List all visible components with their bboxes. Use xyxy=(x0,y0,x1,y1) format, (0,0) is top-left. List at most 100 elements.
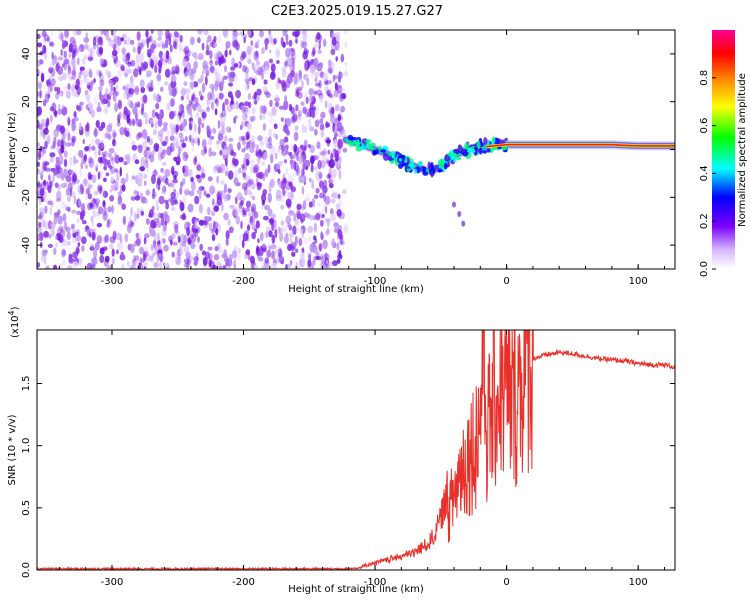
noise-speckle xyxy=(224,50,228,58)
noise-speckle xyxy=(252,166,259,174)
noise-speckle xyxy=(263,90,270,95)
noise-speckle xyxy=(153,142,160,152)
noise-speckle xyxy=(79,79,83,86)
noise-speckle xyxy=(207,35,212,43)
noise-speckle xyxy=(281,225,288,233)
noise-speckle xyxy=(126,260,130,268)
noise-speckle xyxy=(309,126,315,132)
noise-speckle xyxy=(108,40,112,47)
noise-speckle xyxy=(136,101,141,108)
noise-speckle xyxy=(322,239,328,250)
noise-speckle xyxy=(207,176,213,182)
noise-speckle xyxy=(334,44,337,52)
noise-speckle xyxy=(177,114,180,124)
noise-speckle xyxy=(170,191,176,199)
noise-speckle xyxy=(76,85,81,96)
noise-speckle xyxy=(58,30,62,41)
noise-speckle xyxy=(154,65,158,74)
colorbar-tick-label: 0.0 xyxy=(699,261,710,277)
noise-speckle xyxy=(271,106,277,116)
noise-speckle xyxy=(79,122,82,131)
noise-speckle xyxy=(125,56,128,65)
noise-speckle xyxy=(162,161,167,166)
noise-speckle xyxy=(111,30,117,35)
ridge-blob xyxy=(365,139,372,144)
noise-speckle xyxy=(187,238,192,245)
noise-speckle xyxy=(114,151,117,158)
noise-speckle xyxy=(231,157,236,165)
noise-speckle xyxy=(157,130,164,137)
noise-speckle xyxy=(284,136,289,143)
noise-speckle xyxy=(62,85,69,94)
noise-speckle xyxy=(158,68,162,74)
noise-speckle xyxy=(38,221,42,229)
noise-speckle xyxy=(148,87,154,92)
noise-speckle xyxy=(134,159,140,165)
noise-speckle xyxy=(143,149,148,158)
noise-speckle xyxy=(63,58,69,65)
noise-speckle xyxy=(76,217,80,224)
noise-speckle xyxy=(88,156,93,164)
noise-speckle xyxy=(320,130,325,138)
noise-speckle xyxy=(195,111,199,119)
noise-speckle xyxy=(251,78,256,86)
noise-speckle xyxy=(217,119,221,129)
noise-speckle xyxy=(150,79,154,86)
ridge-blob xyxy=(380,149,387,153)
noise-speckle xyxy=(251,203,257,213)
noise-speckle xyxy=(280,220,285,226)
noise-speckle xyxy=(99,90,102,101)
noise-speckle xyxy=(157,151,163,161)
ridge-blob xyxy=(476,140,481,149)
noise-speckle xyxy=(164,177,169,185)
noise-speckle xyxy=(218,34,222,44)
noise-speckle xyxy=(148,208,154,218)
noise-speckle xyxy=(206,125,210,132)
noise-speckle xyxy=(340,53,345,63)
noise-speckle xyxy=(203,215,210,221)
noise-speckle xyxy=(182,195,187,204)
noise-speckle xyxy=(322,204,328,215)
noise-speckle xyxy=(131,144,138,151)
noise-speckle xyxy=(104,132,110,139)
noise-speckle xyxy=(177,235,181,244)
noise-speckle xyxy=(256,154,261,165)
noise-speckle xyxy=(270,37,274,46)
noise-speckle xyxy=(137,65,141,73)
noise-speckle xyxy=(295,168,300,177)
noise-speckle xyxy=(98,185,103,195)
noise-speckle xyxy=(245,200,252,208)
noise-speckle xyxy=(327,67,333,74)
noise-speckle xyxy=(290,144,294,151)
ridge-blob xyxy=(401,162,409,167)
noise-speckle xyxy=(209,65,215,74)
noise-speckle xyxy=(115,84,119,93)
noise-speckle xyxy=(249,215,254,224)
noise-speckle xyxy=(270,244,277,250)
noise-speckle xyxy=(175,140,179,149)
noise-speckle xyxy=(83,37,90,43)
ridge-blob xyxy=(370,142,376,146)
ridge-blob xyxy=(483,137,488,145)
noise-speckle xyxy=(206,100,213,105)
noise-speckle xyxy=(292,225,297,235)
noise-speckle xyxy=(65,206,68,211)
noise-speckle xyxy=(140,86,146,94)
noise-speckle xyxy=(242,172,247,178)
ridge-blob xyxy=(409,162,414,170)
noise-speckle xyxy=(291,251,296,257)
noise-speckle xyxy=(128,216,132,224)
noise-speckle xyxy=(318,79,322,89)
noise-speckle xyxy=(44,33,50,42)
noise-speckle xyxy=(300,101,305,106)
noise-speckle xyxy=(40,197,44,203)
noise-speckle xyxy=(39,122,45,129)
noise-speckle xyxy=(129,81,135,89)
noise-speckle xyxy=(243,101,250,107)
noise-speckle xyxy=(111,156,115,166)
noise-speckle xyxy=(198,190,202,200)
noise-speckle xyxy=(151,109,156,119)
noise-speckle xyxy=(232,259,237,268)
snr-plot-area xyxy=(37,330,675,570)
noise-speckle xyxy=(112,132,117,138)
